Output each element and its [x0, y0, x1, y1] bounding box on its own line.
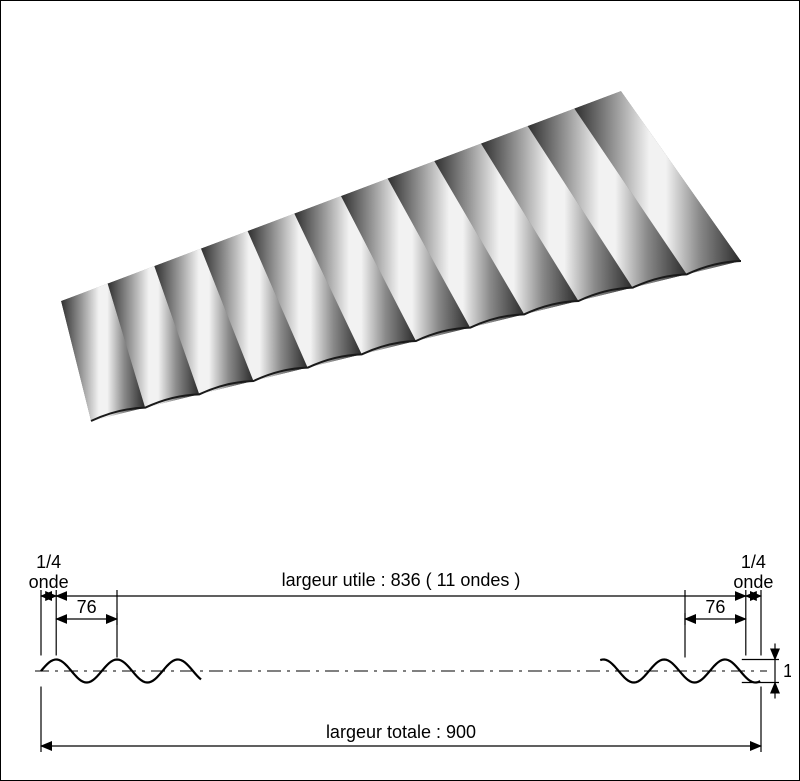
- page-canvas: 1/4ondelargeur utile : 836 ( 11 ondes )1…: [0, 0, 800, 781]
- product-photo: [61, 71, 741, 451]
- profile-diagram: 1/4ondelargeur utile : 836 ( 11 ondes )1…: [11, 541, 791, 771]
- svg-text:onde: onde: [733, 572, 773, 592]
- profile-diagram-svg: 1/4ondelargeur utile : 836 ( 11 ondes )1…: [11, 541, 791, 771]
- svg-text:onde: onde: [29, 572, 69, 592]
- label-pitch-right: 76: [705, 597, 725, 617]
- label-height: 18: [783, 661, 791, 681]
- label-pitch-left: 76: [77, 597, 97, 617]
- label-useful-width: largeur utile : 836 ( 11 ondes ): [282, 570, 521, 590]
- svg-text:1/4: 1/4: [36, 552, 61, 572]
- label-total-width: largeur totale : 900: [326, 722, 476, 742]
- svg-text:1/4: 1/4: [741, 552, 766, 572]
- corrugated-sheet-illustration: [61, 71, 741, 451]
